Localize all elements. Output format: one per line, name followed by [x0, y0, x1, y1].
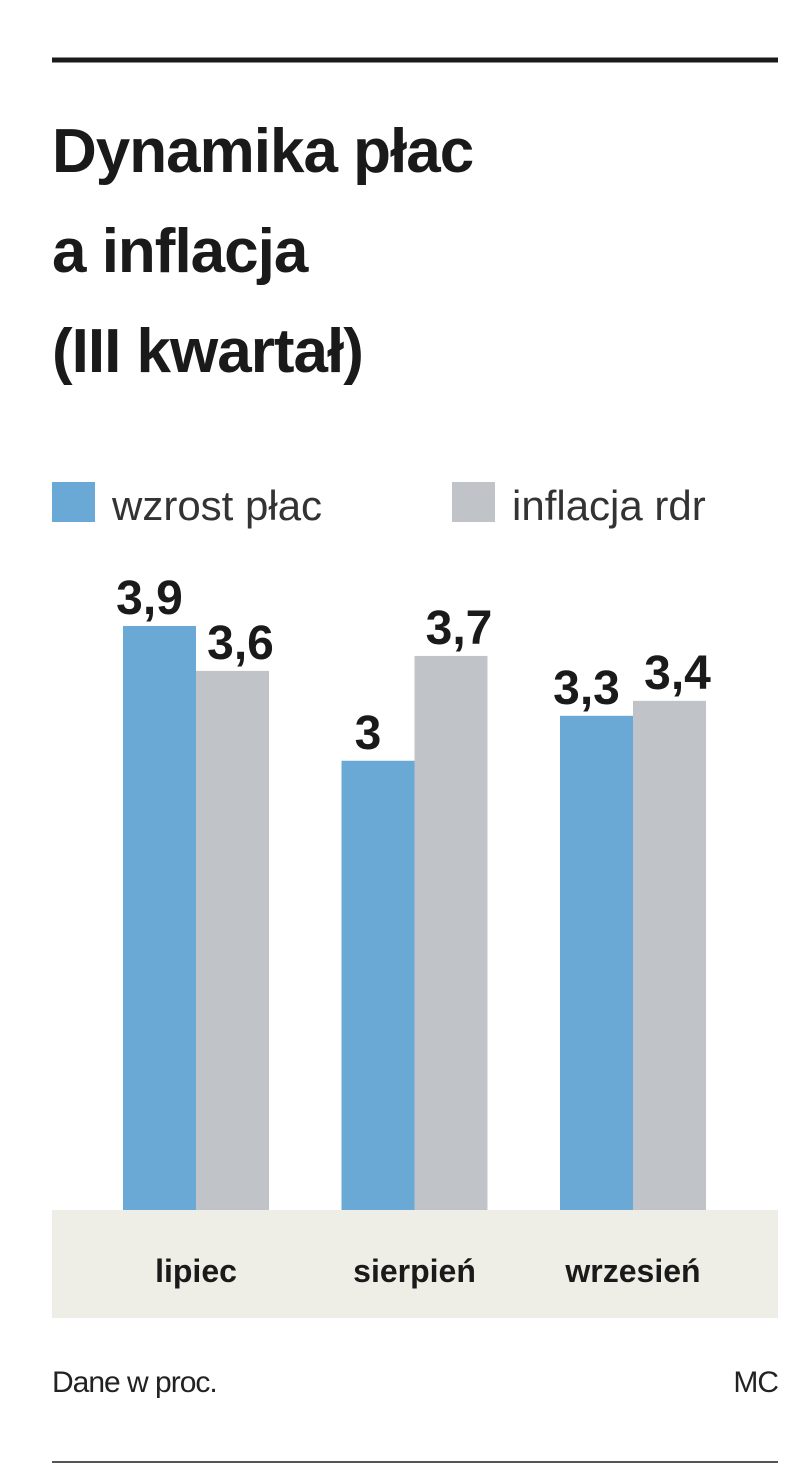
value-label: 3: [355, 707, 382, 760]
legend-label: inflacja rdr: [512, 482, 706, 529]
value-label: 3,6: [207, 617, 274, 670]
note: Dane w proc.: [52, 1366, 217, 1399]
bar: [196, 670, 269, 1210]
chart-title: (III kwartał): [52, 317, 363, 386]
legend-swatch: [452, 482, 495, 522]
bar: [414, 655, 488, 1210]
x-tick-label: wrzesień: [564, 1253, 700, 1289]
bar: [560, 715, 633, 1210]
value-label: 3,4: [644, 647, 711, 700]
legend-swatch: [52, 482, 95, 522]
source: MC: [733, 1366, 778, 1399]
category-band: [52, 1210, 778, 1318]
chart-title: Dynamika płac: [52, 117, 473, 186]
x-tick-label: lipiec: [155, 1253, 237, 1289]
value-label: 3,3: [553, 662, 620, 715]
x-tick-label: sierpień: [353, 1253, 476, 1289]
value-label: 3,9: [116, 572, 183, 625]
value-label: 3,7: [426, 602, 493, 655]
bar: [123, 625, 196, 1210]
bar: [341, 760, 415, 1210]
bar: [633, 700, 706, 1210]
legend-label: wzrost płac: [111, 482, 322, 529]
chart-title: a inflacja: [52, 217, 309, 286]
